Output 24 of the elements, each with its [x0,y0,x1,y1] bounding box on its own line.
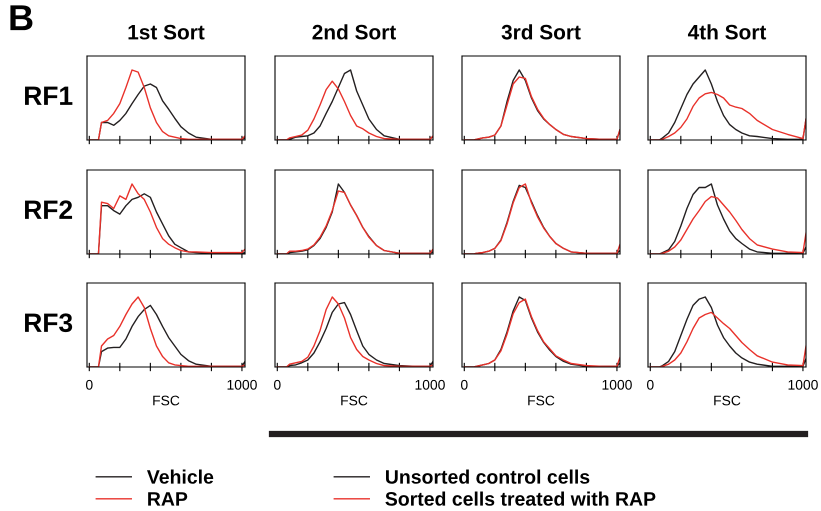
chart-title: 3rd Sort [502,24,581,40]
x-tick-label: 0 [86,380,93,390]
x-tick-label: 1000 [416,380,445,390]
x-axis-title: FSC [528,396,554,406]
x-tick-label: 0 [460,380,468,390]
legend-label: RAP [148,492,188,506]
chart-title: 2nd Sort [312,24,396,40]
chart-title: 1st Sort [128,24,205,40]
chart-title: 4th Sort [688,24,766,40]
x-tick-label: 1000 [228,380,257,390]
x-axis-title: FSC [153,396,180,406]
y-axis-title: RF1 [25,86,72,105]
x-tick-label: 0 [274,380,281,390]
legend-label: Unsorted control cells [386,470,590,484]
x-axis-title: FSC [714,396,740,406]
y-axis-title: RF3 [25,313,72,332]
legend-label: Sorted cells treated with RAP [385,492,656,506]
y-axis-title: RF2 [25,200,72,219]
x-tick-label: 0 [646,380,654,390]
legend-label: Vehicle [146,470,214,484]
x-tick-label: 1000 [602,380,632,390]
text: B [10,5,32,30]
x-axis-title: FSC [341,396,368,406]
x-tick-label: 1000 [788,380,818,390]
